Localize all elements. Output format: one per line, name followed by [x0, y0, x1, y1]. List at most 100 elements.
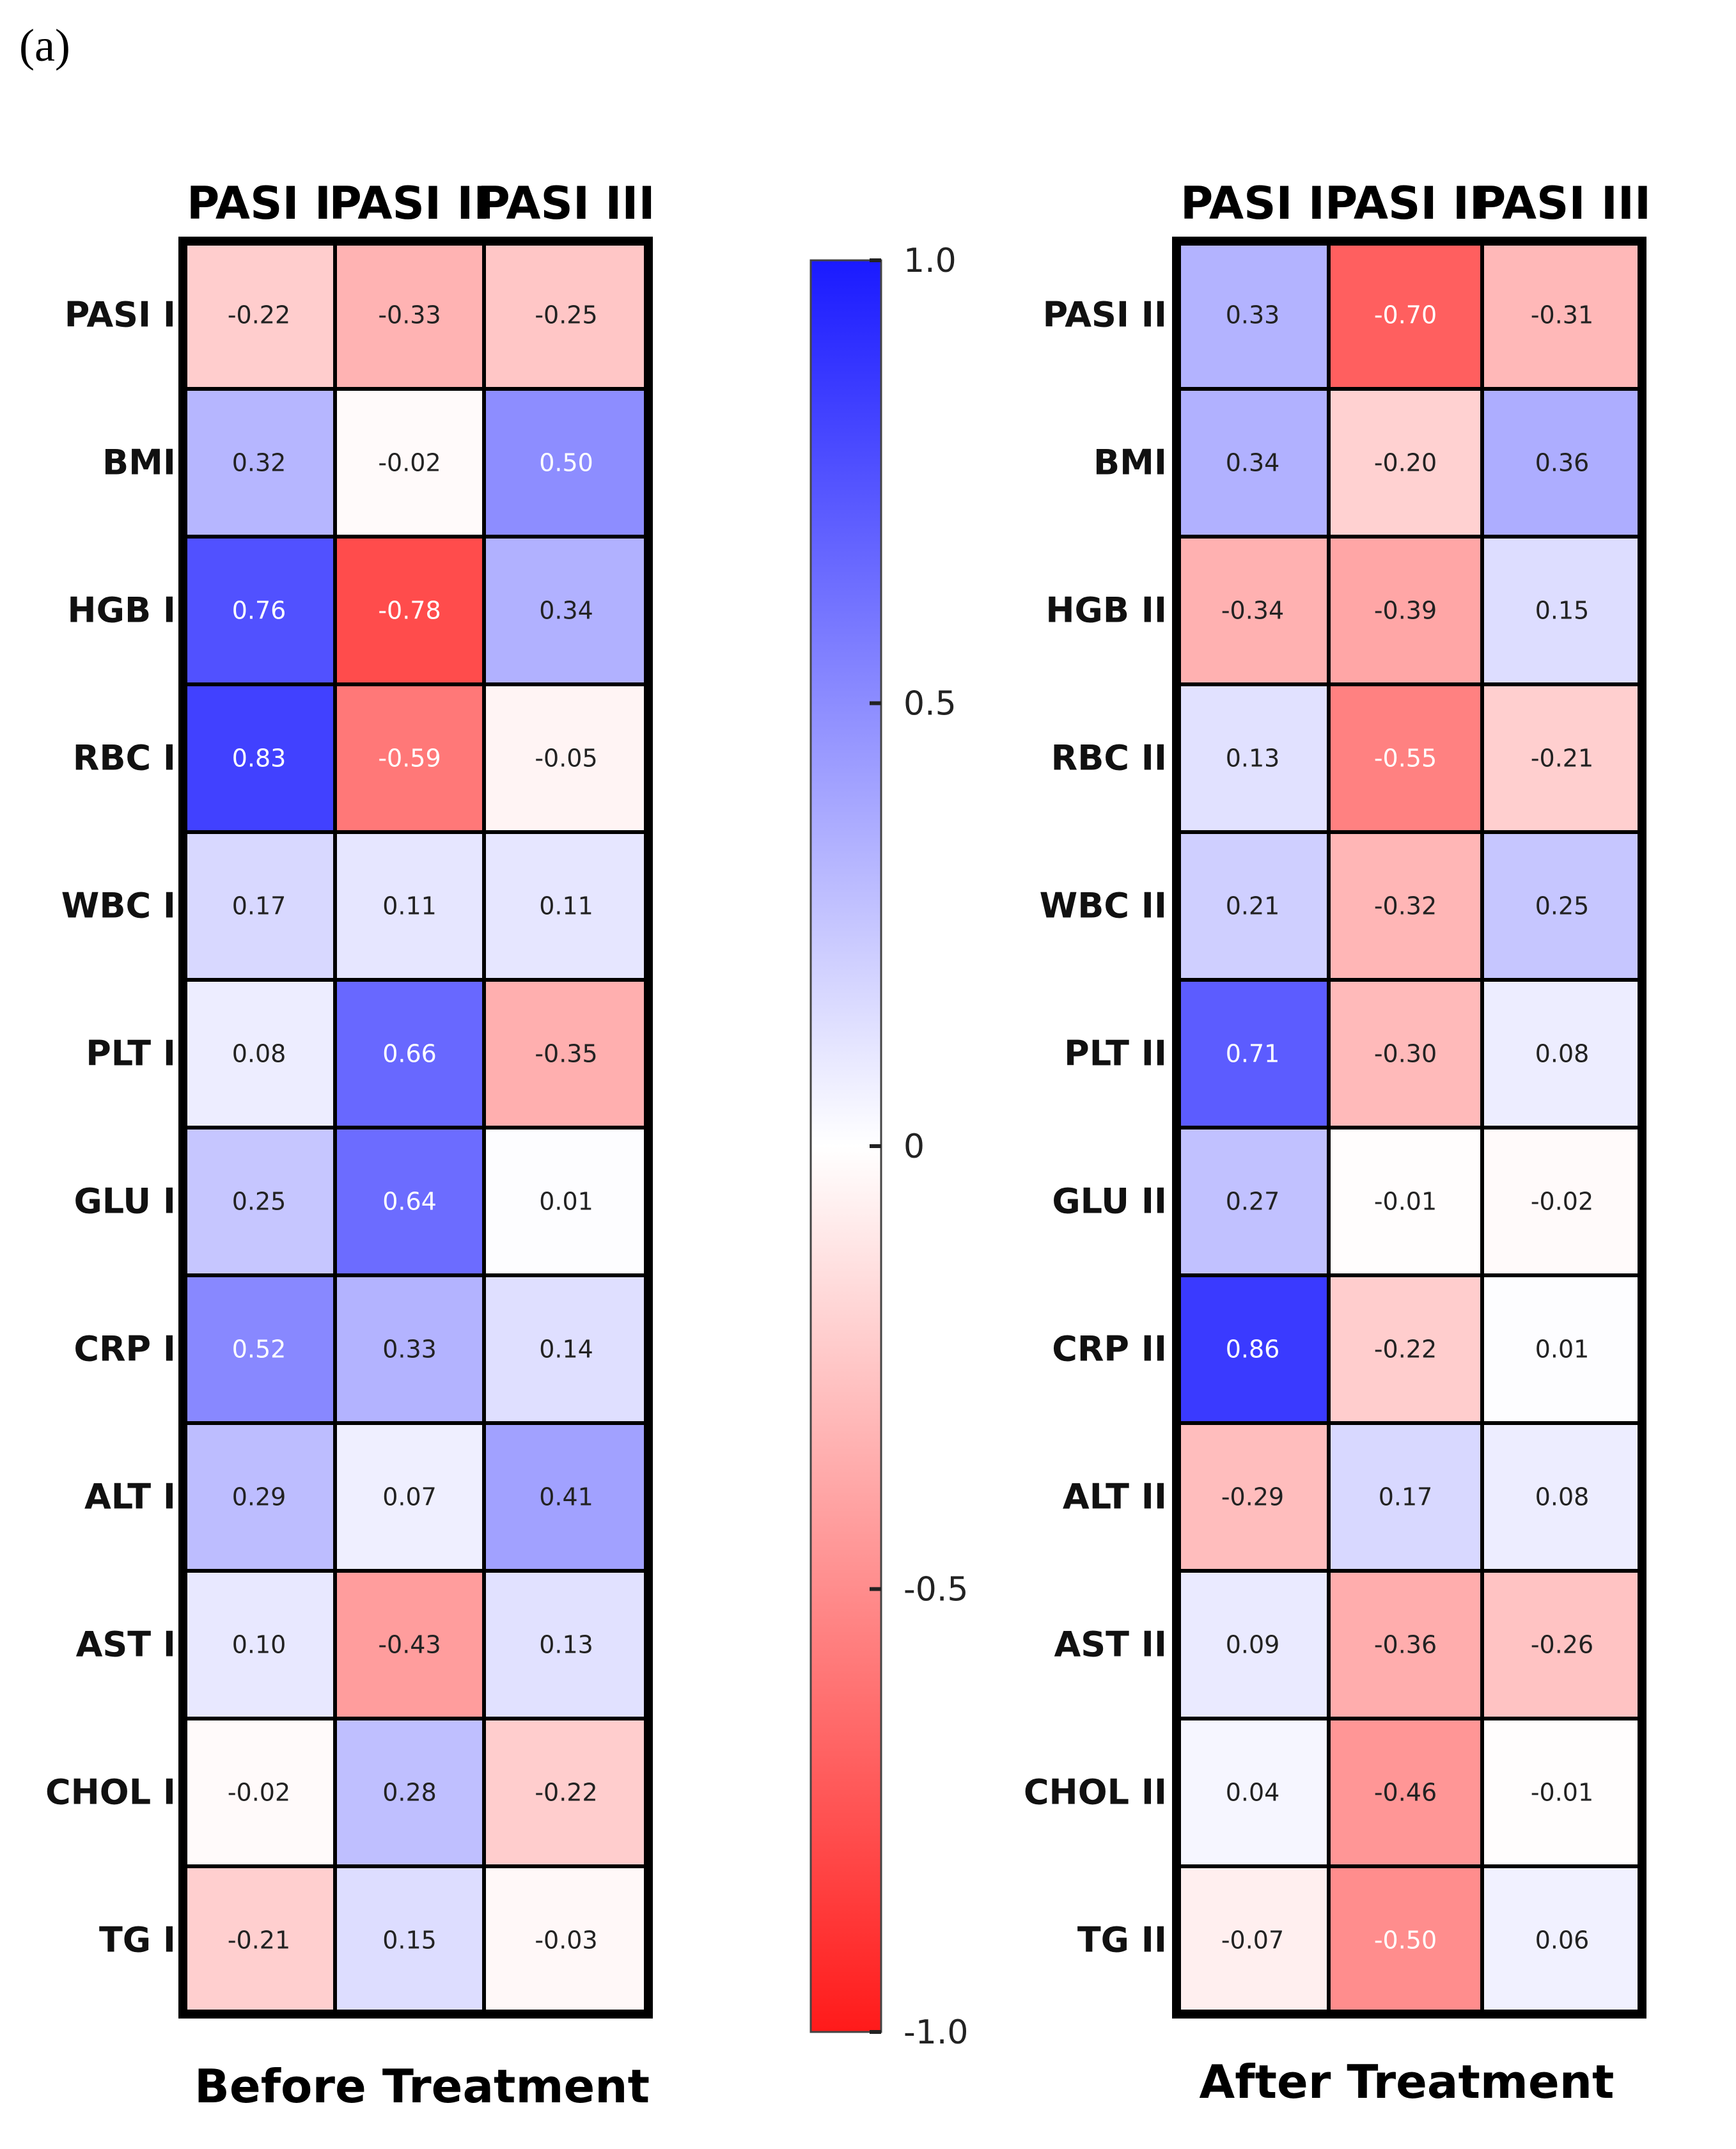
- heatmap-cell: [181, 1569, 337, 1720]
- heatmap-cell: [333, 535, 486, 686]
- heatmap-cell: [181, 1126, 337, 1277]
- row-label-tg-i: TG I: [99, 1920, 176, 1960]
- cell-value-label: 0.33: [382, 1335, 437, 1364]
- heatmap-cell: [1175, 1717, 1331, 1868]
- cell-value-label: 0.01: [1535, 1335, 1590, 1364]
- cell-value-label: 0.08: [1535, 1483, 1590, 1511]
- heatmap-cell: [1327, 1126, 1484, 1277]
- cell-value-label: 0.86: [1226, 1335, 1280, 1364]
- heatmap-cell: [482, 978, 650, 1130]
- row-label-rbc-i: RBC I: [73, 738, 176, 778]
- cell-value-label: -0.55: [1374, 744, 1437, 773]
- heatmap-cell: [333, 1273, 486, 1425]
- cell-value-label: -0.25: [535, 301, 597, 329]
- heatmap-cell: [181, 1273, 337, 1425]
- heatmap-cell: [1480, 978, 1644, 1130]
- cell-value-label: -0.20: [1374, 449, 1437, 477]
- cell-value-label: -0.03: [535, 1926, 597, 1955]
- row-label-wbc-i: WBC I: [61, 886, 176, 926]
- row-label-alt-i: ALT I: [84, 1477, 176, 1517]
- heatmap-cell: [1175, 387, 1331, 539]
- heatmap-cell: [1480, 1126, 1644, 1277]
- cell-value-label: 0.64: [382, 1188, 437, 1216]
- cell-value-label: 0.06: [1535, 1926, 1590, 1955]
- row-label-chol-i: CHOL I: [45, 1772, 176, 1813]
- cell-value-label: 0.33: [1226, 301, 1280, 329]
- heatmap-frame: [1172, 237, 1646, 2019]
- row-label-ast-ii: AST II: [1054, 1625, 1167, 1665]
- cell-value-label: -0.02: [228, 1779, 290, 1807]
- cell-value-label: -0.33: [378, 301, 441, 329]
- heatmap-cell: [333, 978, 486, 1130]
- colorbar: 1.0 0.5 0 -0.5 -1.0: [809, 242, 968, 2052]
- cell-value-label: 0.17: [232, 892, 286, 920]
- heatmap-cell: [1480, 239, 1644, 391]
- heatmap-cell: [181, 682, 337, 834]
- heatmap-cell: [333, 239, 486, 391]
- heatmap-cell: [333, 1126, 486, 1277]
- cell-value-label: 0.41: [539, 1483, 593, 1511]
- cell-value-label: -0.01: [1374, 1188, 1437, 1216]
- cell-value-label: -0.34: [1221, 597, 1284, 625]
- cell-value-label: -0.43: [378, 1631, 441, 1659]
- colorbar-tick-label: 0.5: [903, 685, 957, 723]
- heatmap-cell: [482, 1421, 650, 1573]
- cell-value-label: 0.08: [232, 1040, 286, 1068]
- row-label-hgb-ii: HGB II: [1045, 590, 1167, 631]
- row-label-plt-ii: PLT II: [1064, 1034, 1167, 1074]
- row-label-glu-i: GLU I: [74, 1181, 176, 1222]
- cell-value-label: -0.46: [1374, 1779, 1437, 1807]
- heatmap-cell: [1480, 830, 1644, 982]
- panel-title-before-treatment: Before Treatment: [194, 2059, 650, 2113]
- heatmap-cell: [1175, 1126, 1331, 1277]
- heatmap-cell: [1327, 830, 1484, 982]
- cell-value-label: 0.21: [1226, 892, 1280, 920]
- row-label-crp-ii: CRP II: [1052, 1329, 1167, 1369]
- colorbar-tick-label: -1.0: [903, 2013, 968, 2052]
- cell-value-label: -0.30: [1374, 1040, 1437, 1068]
- cell-value-label: 0.28: [382, 1779, 437, 1807]
- cell-value-label: 0.13: [539, 1631, 593, 1659]
- colorbar-tick-label: 1.0: [903, 242, 957, 280]
- cell-value-label: 0.36: [1535, 449, 1590, 477]
- panel-title-after-treatment: After Treatment: [1200, 2055, 1615, 2109]
- heatmap-cell: [1480, 1273, 1644, 1425]
- cell-value-label: 0.11: [382, 892, 437, 920]
- panel-label: (a): [19, 20, 70, 71]
- cell-value-label: -0.02: [1531, 1188, 1593, 1216]
- row-label-alt-ii: ALT II: [1063, 1477, 1167, 1517]
- heatmap-cell: [1480, 1569, 1644, 1720]
- cell-value-label: 0.15: [382, 1926, 437, 1955]
- cell-value-label: 0.17: [1379, 1483, 1433, 1511]
- row-label-ast-i: AST I: [76, 1625, 176, 1665]
- heatmap-cell: [482, 1126, 650, 1277]
- cell-value-label: 0.10: [232, 1631, 286, 1659]
- heatmap-cell: [1175, 1273, 1331, 1425]
- heatmap-cell: [1327, 387, 1484, 539]
- cell-value-label: -0.21: [1531, 744, 1593, 773]
- heatmap-cell: [333, 830, 486, 982]
- cell-value-label: 0.25: [1535, 892, 1590, 920]
- cell-value-label: 0.83: [232, 744, 286, 773]
- colorbar-tick-label: -0.5: [903, 1571, 968, 1609]
- cell-value-label: -0.05: [535, 744, 597, 773]
- cell-value-label: 0.34: [539, 597, 593, 625]
- cell-value-label: -0.35: [535, 1040, 597, 1068]
- cell-value-label: -0.21: [228, 1926, 290, 1955]
- cell-value-label: 0.09: [1226, 1631, 1280, 1659]
- column-label-pasi-i: PASI I: [187, 177, 331, 230]
- cell-value-label: -0.70: [1374, 301, 1437, 329]
- row-label-wbc-ii: WBC II: [1040, 886, 1167, 926]
- column-label-pasi-ii: PASI II: [329, 177, 490, 230]
- cell-value-label: 0.04: [1226, 1779, 1280, 1807]
- cell-value-label: 0.08: [1535, 1040, 1590, 1068]
- row-label-pasi-ii: PASI II: [1043, 295, 1167, 335]
- row-label-rbc-ii: RBC II: [1051, 738, 1167, 778]
- heatmap-cell: [482, 682, 650, 834]
- cell-value-label: -0.39: [1374, 597, 1437, 625]
- heatmap-cell: [1327, 1569, 1484, 1720]
- cell-value-label: 0.27: [1226, 1188, 1280, 1216]
